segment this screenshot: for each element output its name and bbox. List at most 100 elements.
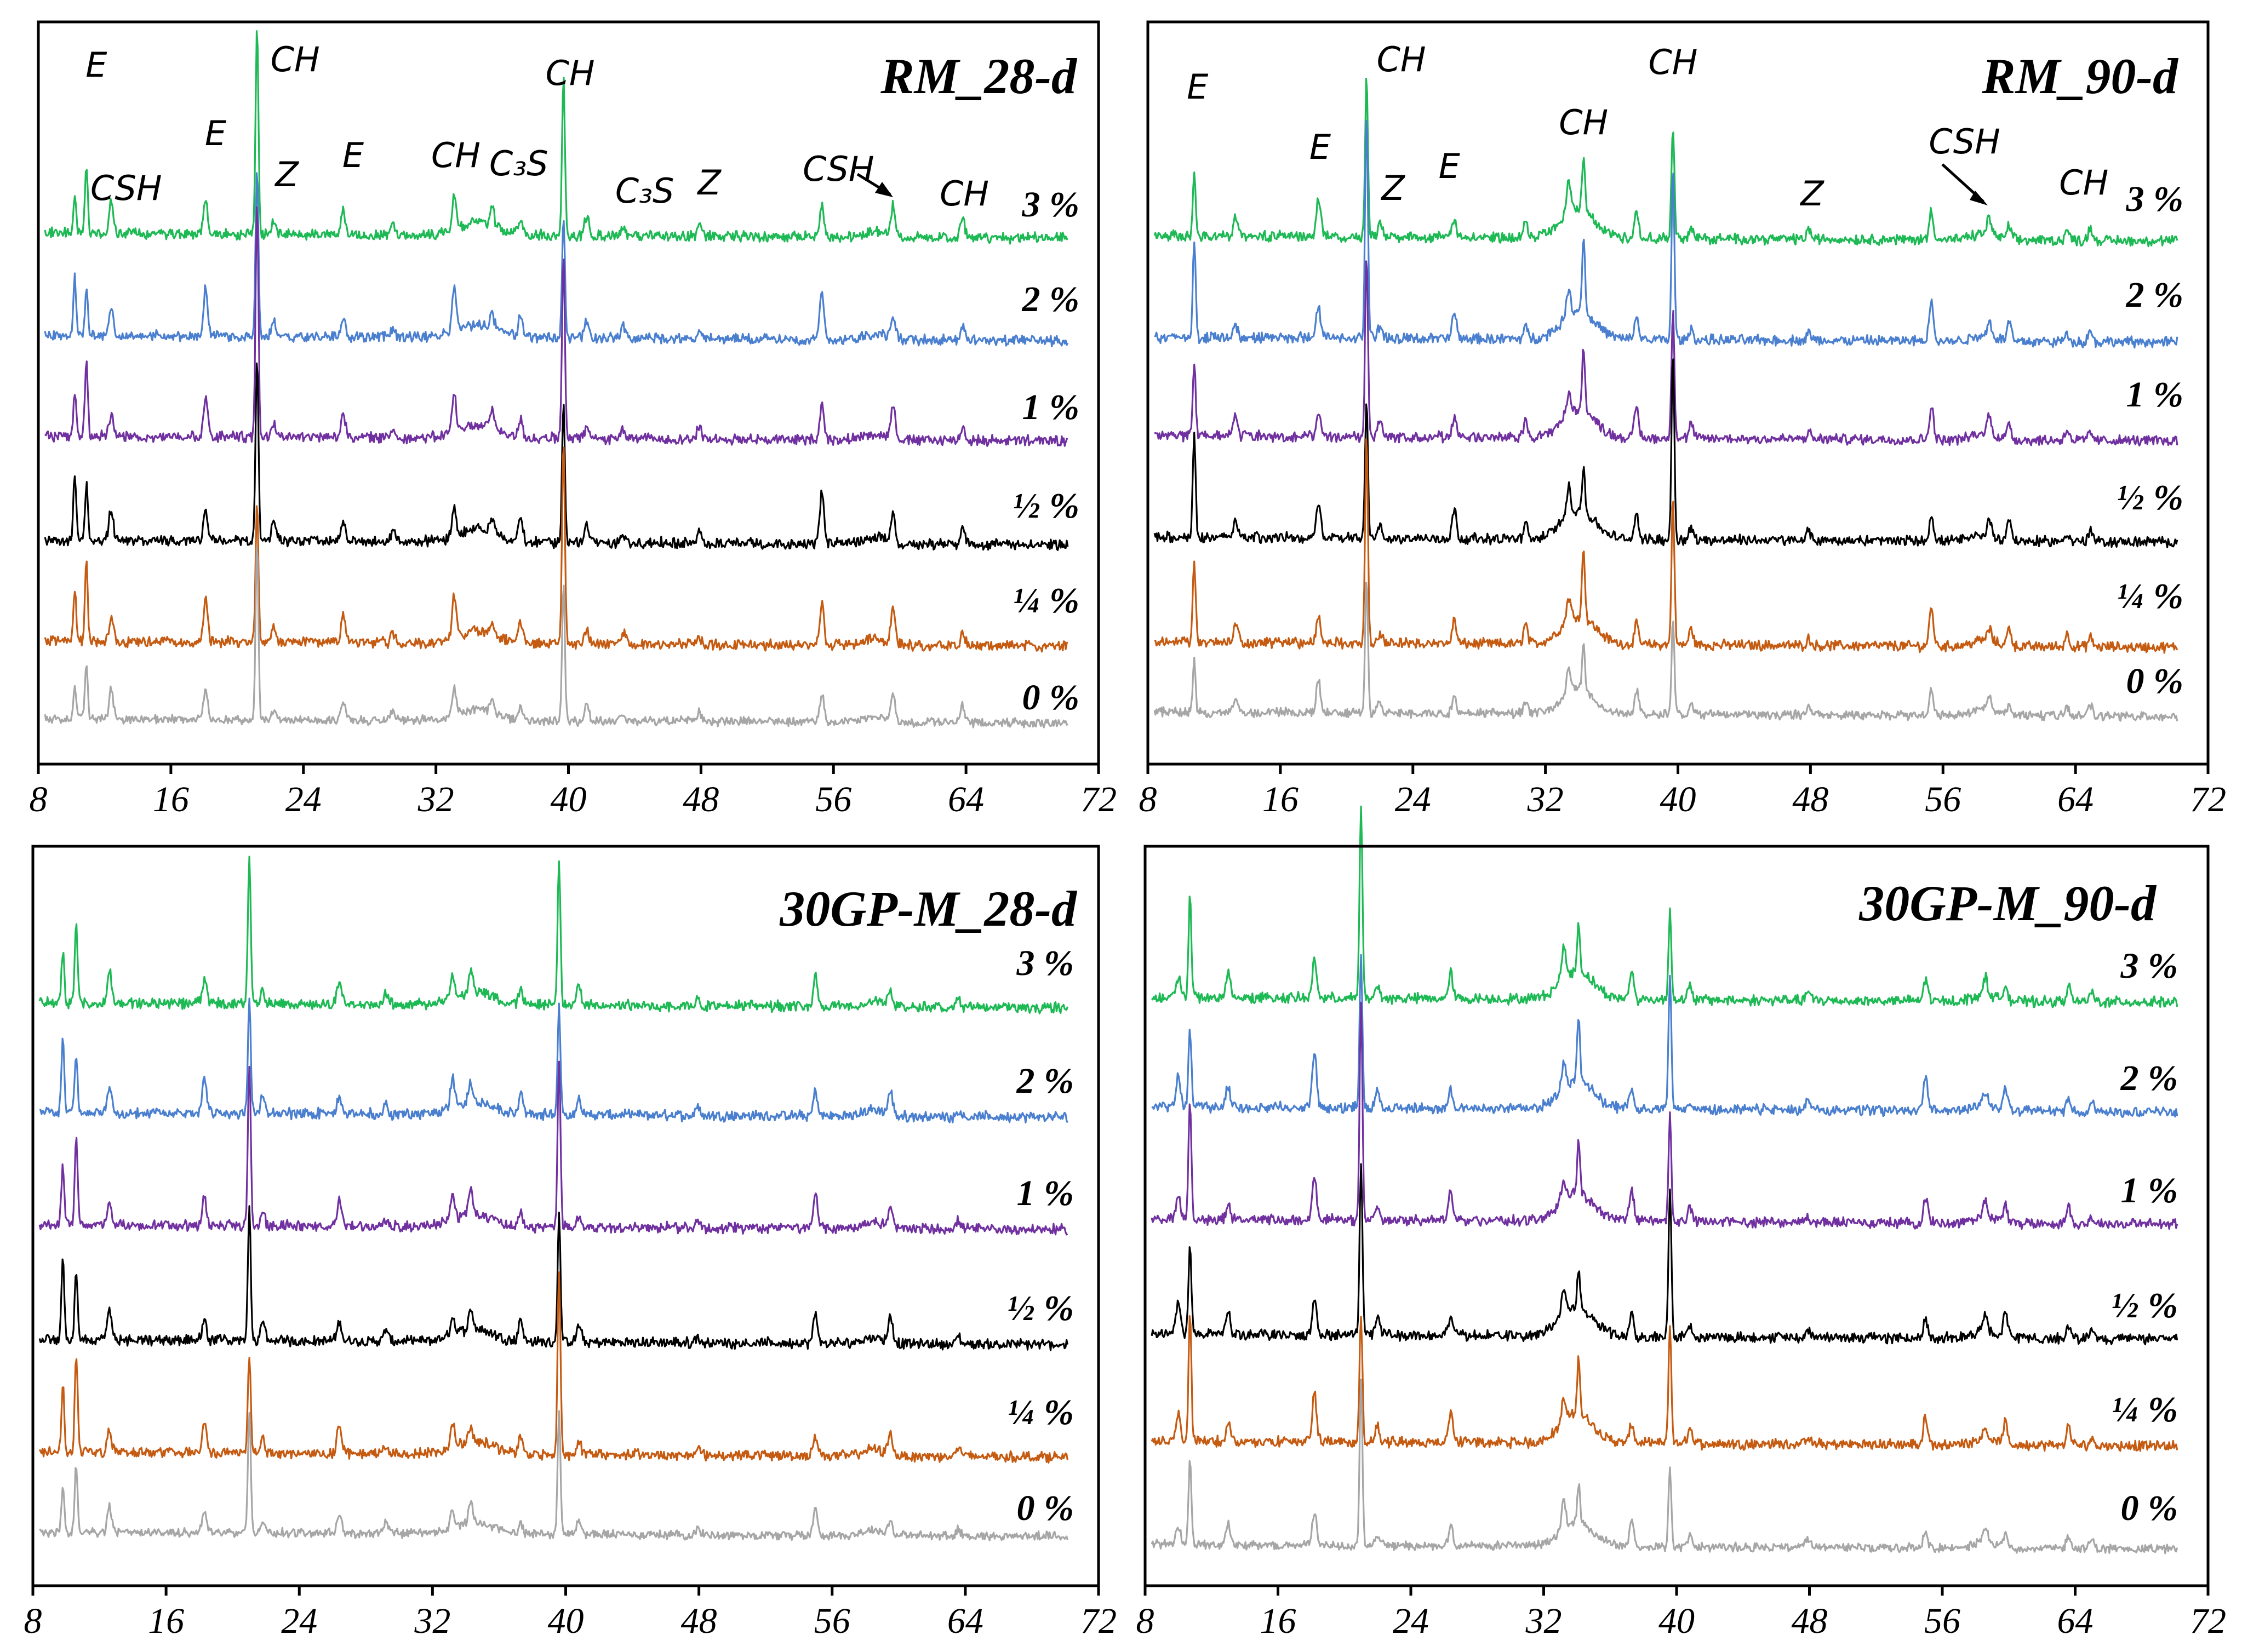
- x-tick-label: 40: [551, 779, 587, 819]
- x-tick-label: 32: [417, 779, 454, 819]
- x-tick-label: 48: [1792, 779, 1828, 819]
- x-tick-label: 24: [281, 1601, 317, 1641]
- series-label: 3 %: [2126, 179, 2183, 219]
- peak-annotation: E: [1439, 146, 1461, 186]
- peak-annotation: CH: [940, 174, 989, 214]
- peak-annotation: E: [85, 45, 107, 85]
- x-tick-label: 8: [1136, 1601, 1154, 1641]
- series-line-rm-28-d-1: [44, 172, 1069, 347]
- x-tick-label: 64: [947, 1601, 983, 1641]
- x-tick-label: 32: [1525, 1601, 1562, 1641]
- series-line-30gp-m-28-d-0: [38, 856, 1069, 1014]
- csh-arrowhead: [1970, 191, 1988, 205]
- series-label: 2 %: [2126, 275, 2183, 315]
- peak-annotation: CH: [271, 39, 320, 79]
- peak-annotation: CH: [431, 135, 481, 175]
- series-label: 3 %: [2120, 946, 2178, 986]
- x-tick-label: 64: [2057, 1601, 2094, 1641]
- series-line-30gp-m-28-d-2: [38, 1060, 1068, 1236]
- series-label: 3 %: [1022, 185, 1079, 225]
- series-label: ¼ %: [1008, 1392, 1074, 1432]
- peak-annotation: CSH: [90, 168, 162, 208]
- x-tick-label: 72: [2190, 779, 2226, 819]
- series-label: ¼ %: [1013, 581, 1079, 621]
- peak-annotation: Z: [1380, 168, 1405, 208]
- series-line-30gp-m-28-d-5: [39, 1410, 1069, 1541]
- series-line-30gp-m-90-d-1: [1151, 954, 2178, 1118]
- series-label: 1 %: [2121, 1171, 2178, 1211]
- panel-30gp-m-90-d: 3 % 2 % 1 % ½ % ¼ % 0 % 8 16 24 32 40 48 56 64 72 30GP-…: [1136, 805, 2226, 1641]
- x-tick-label: 48: [683, 779, 719, 819]
- series-label: 2 %: [1022, 279, 1079, 319]
- series-line-rm-28-d-0: [44, 30, 1069, 245]
- x-tick-label: 72: [2190, 1601, 2226, 1641]
- x-tick-label: 16: [1260, 1601, 1296, 1641]
- series-label: 0 %: [1022, 678, 1079, 718]
- peak-annotation: Z: [696, 163, 722, 203]
- panels: 3 % 2 % 1 % ½ % ¼ % 0 % 8 16 24 32 40 48 56 64 72 RM_28…: [24, 20, 2226, 1641]
- x-tick-label: 40: [1658, 1601, 1695, 1641]
- x-tick-label: 56: [1925, 779, 1961, 819]
- csh-arrowhead: [875, 182, 893, 197]
- panel-title: 30GP-M_28-d: [779, 881, 1078, 937]
- x-tick-label: 24: [285, 779, 322, 819]
- peak-annotation: CH: [2059, 163, 2108, 203]
- series-label: ¼ %: [2112, 1390, 2178, 1430]
- x-tick-label: 16: [1262, 779, 1299, 819]
- x-tick-label: 24: [1395, 779, 1431, 819]
- peak-annotation: CH: [546, 53, 595, 93]
- series-line-rm-90-d-5: [1153, 582, 2178, 722]
- series-label: 1 %: [1017, 1173, 1074, 1213]
- series-label: 1 %: [1022, 387, 1079, 427]
- series-label: 2 %: [2120, 1058, 2178, 1098]
- series-line-30gp-m-90-d-0: [1151, 805, 2178, 1008]
- peak-annotation: Z: [1799, 174, 1825, 214]
- series-line-rm-90-d-3: [1153, 358, 2178, 548]
- series-label: ½ %: [2117, 478, 2183, 518]
- peak-annotation: CH: [1377, 39, 1426, 79]
- series-line-30gp-m-28-d-4: [38, 1271, 1069, 1464]
- series-line-30gp-m-90-d-3: [1151, 1163, 2178, 1345]
- peak-annotation: CSH: [1929, 122, 2000, 162]
- panel-title: 30GP-M_90-d: [1858, 875, 2157, 931]
- series-line-rm-28-d-4: [44, 446, 1068, 653]
- peak-annotation: Z: [274, 154, 299, 194]
- series-line-30gp-m-28-d-1: [39, 997, 1068, 1124]
- series-line-rm-90-d-2: [1154, 260, 2178, 447]
- x-tick-label: 32: [414, 1601, 450, 1641]
- panel-rm-90-d: 3 % 2 % 1 % ½ % ¼ % 0 % 8 16 24 32 40 48 56 64 72 RM_90…: [1139, 20, 2226, 819]
- series-line-rm-28-d-5: [44, 547, 1069, 729]
- peak-annotation: C₃S: [615, 171, 674, 211]
- x-tick-label: 56: [814, 1601, 850, 1641]
- x-tick-label: 8: [1139, 779, 1157, 819]
- peak-annotation: E: [1187, 67, 1209, 107]
- x-tick-label: 56: [815, 779, 851, 819]
- x-tick-label: 8: [30, 779, 48, 819]
- x-tick-label: 16: [153, 779, 189, 819]
- x-tick-label: 64: [948, 779, 984, 819]
- x-tick-label: 32: [1527, 779, 1564, 819]
- series-label: ½ %: [1013, 486, 1079, 526]
- series-label: 0 %: [1017, 1488, 1074, 1528]
- x-tick-label: 72: [1080, 1601, 1117, 1641]
- peak-annotation: E: [205, 113, 227, 153]
- series-label: 0 %: [2121, 1488, 2178, 1528]
- peak-annotation: C₃S: [489, 144, 548, 183]
- series-label: 3 %: [1016, 943, 1074, 983]
- series-label: ½ %: [1008, 1288, 1074, 1328]
- x-tick-label: 56: [1924, 1601, 1960, 1641]
- panel-30gp-m-28-d: 3 % 2 % 1 % ½ % ¼ % 0 % 8 16 24 32 40 48 56 64 72 30GP-…: [24, 845, 1117, 1641]
- peak-annotation: CH: [1648, 42, 1697, 82]
- x-tick-label: 16: [148, 1601, 184, 1641]
- x-tick-label: 24: [1393, 1601, 1429, 1641]
- peak-annotation: CH: [1559, 102, 1608, 142]
- series-line-rm-90-d-4: [1154, 438, 2178, 654]
- x-tick-label: 8: [24, 1601, 42, 1641]
- series-line-rm-28-d-2: [44, 206, 1068, 447]
- series-label: ¼ %: [2117, 576, 2183, 616]
- peak-annotation: CSH: [803, 149, 874, 189]
- series-line-30gp-m-90-d-5: [1151, 1379, 2178, 1555]
- x-tick-label: 72: [1080, 779, 1117, 819]
